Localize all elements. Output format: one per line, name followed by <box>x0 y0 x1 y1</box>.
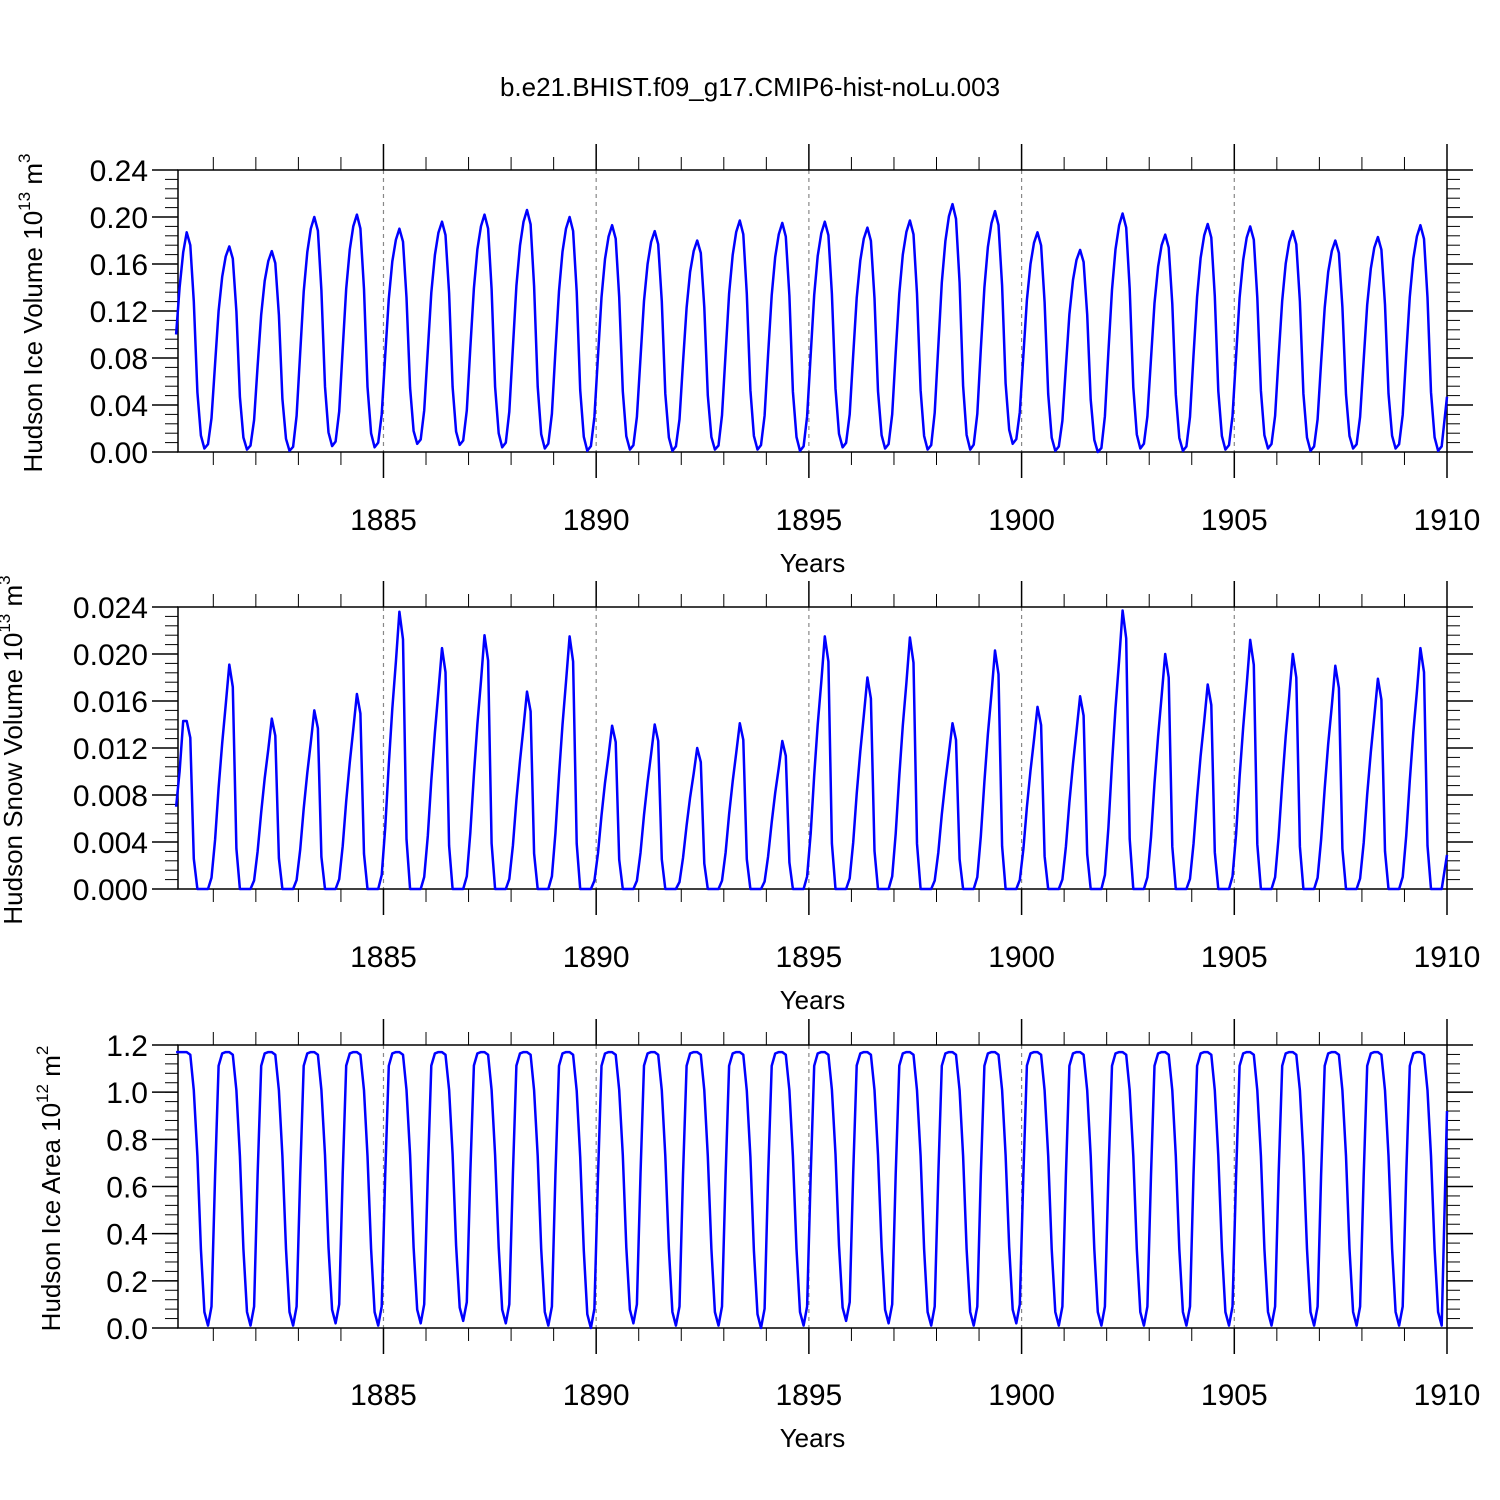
y-tick-label: 1.0 <box>106 1077 148 1110</box>
y-tick-label: 1.2 <box>106 1030 148 1063</box>
y-axis-title: Hudson Snow Volume 1013 m3 <box>0 575 28 924</box>
y-axis-title: Hudson Ice Volume 1013 m3 <box>15 154 48 473</box>
x-tick-label: 1905 <box>1201 504 1268 537</box>
x-tick-label: 1910 <box>1414 1379 1481 1412</box>
x-tick-label: 1895 <box>776 1379 843 1412</box>
x-tick-label: 1900 <box>988 1379 1055 1412</box>
y-tick-label: 0.008 <box>73 780 148 813</box>
x-tick-label: 1910 <box>1414 504 1481 537</box>
y-tick-label: 0.000 <box>73 874 148 907</box>
x-tick-label: 1905 <box>1201 941 1268 974</box>
y-axis-title: Hudson Ice Area 1012 m2 <box>33 1046 66 1332</box>
y-tick-label: 0.4 <box>106 1219 148 1252</box>
x-tick-label: 1885 <box>350 504 417 537</box>
y-tick-label: 0.012 <box>73 733 148 766</box>
series-line-ice-volume <box>174 202 1449 454</box>
y-tick-label: 0.04 <box>90 390 148 423</box>
y-tick-label: 0.8 <box>106 1124 148 1157</box>
x-tick-label: 1890 <box>563 504 630 537</box>
x-axis-title: Years <box>780 548 846 578</box>
x-tick-label: 1895 <box>776 941 843 974</box>
x-tick-label: 1890 <box>563 1379 630 1412</box>
x-axis-title: Years <box>780 985 846 1015</box>
y-tick-label: 0.16 <box>90 249 148 282</box>
series-line-ice-area <box>176 1050 1449 1330</box>
y-tick-label: 0.016 <box>73 686 148 719</box>
x-tick-label: 1910 <box>1414 941 1481 974</box>
y-tick-label: 0.20 <box>90 202 148 235</box>
chart-panel-ice-area: 0.0 0.2 0.4 0.6 0.8 1.0 1.2 1885 1890 1895 1900 190… <box>33 1019 1480 1453</box>
x-tick-label: 1885 <box>350 941 417 974</box>
chart-panel-snow-volume: 0.000 0.004 0.008 0.012 0.016 0.020 0.024 1885 1… <box>0 575 1480 1015</box>
series-line-snow-volume <box>174 609 1449 891</box>
y-tick-label: 0.024 <box>73 592 148 625</box>
y-tick-label: 0.6 <box>106 1172 148 1205</box>
y-tick-label: 0.24 <box>90 155 148 188</box>
x-tick-label: 1900 <box>988 504 1055 537</box>
x-axis-title: Years <box>780 1423 846 1453</box>
x-tick-label: 1895 <box>776 504 843 537</box>
chart-title: b.e21.BHIST.f09_g17.CMIP6-hist-noLu.003 <box>500 72 1000 102</box>
y-tick-label: 0.004 <box>73 827 148 860</box>
x-tick-label: 1890 <box>563 941 630 974</box>
y-tick-label: 0.020 <box>73 639 148 672</box>
y-tick-label: 0.12 <box>90 296 148 329</box>
y-tick-label: 0.00 <box>90 437 148 470</box>
x-tick-label: 1905 <box>1201 1379 1268 1412</box>
x-tick-label: 1900 <box>988 941 1055 974</box>
chart-panel-ice-volume: 0.00 0.04 0.08 0.12 0.16 0.20 0.24 1885 1890 1895… <box>15 144 1480 578</box>
y-tick-label: 0.0 <box>106 1313 148 1346</box>
y-tick-label: 0.2 <box>106 1266 148 1299</box>
y-tick-label: 0.08 <box>90 343 148 376</box>
x-tick-label: 1885 <box>350 1379 417 1412</box>
